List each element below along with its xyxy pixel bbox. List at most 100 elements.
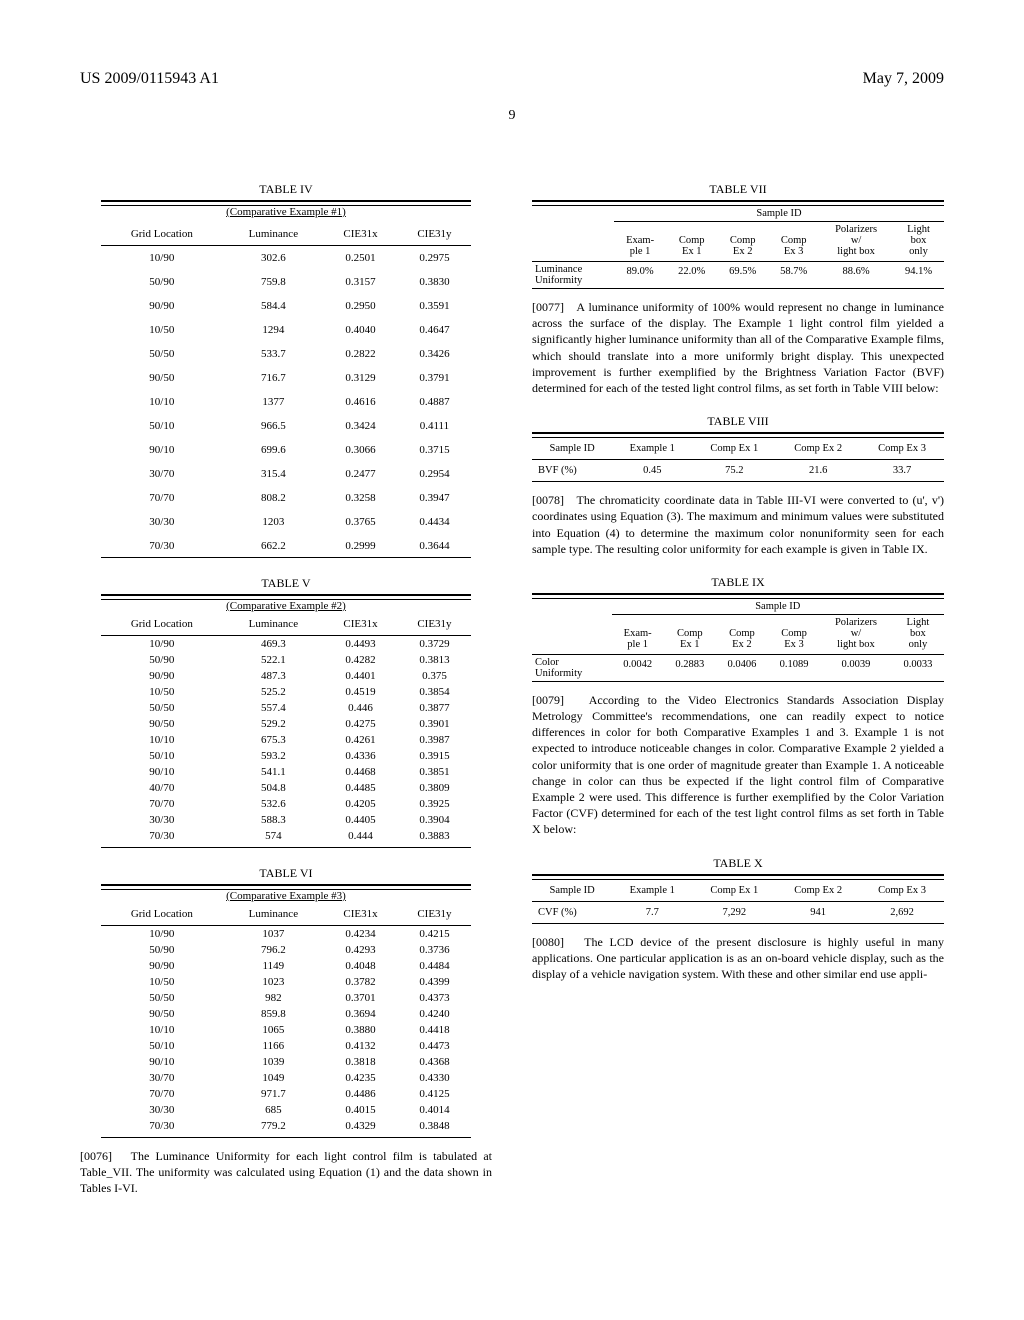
- cell: 532.6: [223, 796, 324, 812]
- pub-number: US 2009/0115943 A1: [80, 70, 219, 88]
- cell: 0.4336: [324, 748, 398, 764]
- col-header: CIE31x: [324, 616, 398, 636]
- col-header: Comp Ex 1: [692, 438, 776, 460]
- col-header: [532, 614, 612, 654]
- paragraph-76: [0076] The Luminance Uniformity for each…: [80, 1148, 492, 1197]
- cell: 0.4401: [324, 668, 398, 684]
- cell: 10/10: [101, 390, 223, 414]
- cell: 90/50: [101, 1006, 223, 1022]
- cell: 0.3701: [324, 990, 398, 1006]
- table-body: Sample IDExample 1Comp Ex 1Comp Ex 2Comp…: [532, 438, 944, 482]
- cell: 70/70: [101, 486, 223, 510]
- col-header: Lightboxonly: [892, 614, 944, 654]
- cell: 859.8: [223, 1006, 324, 1022]
- cell: 0.3782: [324, 974, 398, 990]
- cell: 10/10: [101, 1022, 223, 1038]
- cell: 982: [223, 990, 324, 1006]
- col-header: Exam-ple 1: [612, 614, 664, 654]
- cell: 557.4: [223, 700, 324, 716]
- cell: 0.3818: [324, 1054, 398, 1070]
- cell: 1166: [223, 1038, 324, 1054]
- cell: 0.2501: [324, 246, 398, 271]
- cell: 50/50: [101, 342, 223, 366]
- cell: 0.4368: [397, 1054, 471, 1070]
- cell: 0.3830: [397, 270, 471, 294]
- cell: 0.4215: [397, 926, 471, 943]
- table-vii: TABLE VII Sample IDExam-ple 1CompEx 1Com…: [532, 182, 944, 289]
- cell: 2,692: [860, 901, 944, 923]
- para-text: The chromaticity coordinate data in Tabl…: [532, 493, 944, 556]
- col-header: Luminance: [223, 906, 324, 926]
- cell: 971.7: [223, 1086, 324, 1102]
- cell: 10/50: [101, 318, 223, 342]
- col-header: CompEx 2: [716, 614, 768, 654]
- cell: 966.5: [223, 414, 324, 438]
- col-header: CompEx 1: [666, 222, 717, 262]
- cell: 0.4399: [397, 974, 471, 990]
- table-body: Grid LocationLuminanceCIE31xCIE31y10/901…: [101, 906, 472, 1138]
- cell: 0.4293: [324, 942, 398, 958]
- cell: 50/10: [101, 748, 223, 764]
- col-header: CIE31y: [397, 222, 471, 246]
- cell: 0.446: [324, 700, 398, 716]
- col-header: Polarizersw/light box: [819, 222, 893, 262]
- cell: 89.0%: [614, 262, 666, 289]
- table-title: TABLE VI: [101, 866, 472, 881]
- cell: 0.3809: [397, 780, 471, 796]
- cell: 40/70: [101, 780, 223, 796]
- col-header: Comp Ex 1: [692, 880, 776, 902]
- cell: 70/70: [101, 796, 223, 812]
- cell: 0.3947: [397, 486, 471, 510]
- cell: 0.3258: [324, 486, 398, 510]
- paragraph-80: [0080] The LCD device of the present dis…: [532, 934, 944, 983]
- cell: 0.4486: [324, 1086, 398, 1102]
- cell: 0.3854: [397, 684, 471, 700]
- cell: 10/50: [101, 974, 223, 990]
- cell: 0.4275: [324, 716, 398, 732]
- cell: 30/70: [101, 462, 223, 486]
- cell: 0.3848: [397, 1118, 471, 1138]
- cell: 662.2: [223, 534, 324, 558]
- cell: 0.4111: [397, 414, 471, 438]
- cell: 0.4261: [324, 732, 398, 748]
- cell: 90/50: [101, 366, 223, 390]
- para-number: [0076]: [80, 1149, 112, 1163]
- group-header: Sample ID: [614, 206, 944, 222]
- cell: 0.3157: [324, 270, 398, 294]
- cell: 90/90: [101, 668, 223, 684]
- cell: 1377: [223, 390, 324, 414]
- cell: 90/90: [101, 958, 223, 974]
- col-header: Luminance: [223, 222, 324, 246]
- cell: 1149: [223, 958, 324, 974]
- cell: 0.4473: [397, 1038, 471, 1054]
- cell: 0.4234: [324, 926, 398, 943]
- table-body: Grid LocationLuminanceCIE31xCIE31y10/903…: [101, 222, 472, 558]
- cell: 1023: [223, 974, 324, 990]
- table-body: Sample IDExam-ple 1CompEx 1CompEx 2CompE…: [532, 599, 944, 682]
- para-number: [0080]: [532, 935, 564, 949]
- cell: 75.2: [692, 460, 776, 482]
- cell: 30/30: [101, 812, 223, 828]
- cell: 90/90: [101, 294, 223, 318]
- cell: 50/50: [101, 990, 223, 1006]
- cell: 941: [776, 901, 860, 923]
- table-iv: TABLE IV (Comparative Example #1) Grid L…: [101, 182, 472, 558]
- cell: 0.3880: [324, 1022, 398, 1038]
- cell: 0.3915: [397, 748, 471, 764]
- table-subtitle: (Comparative Example #1): [101, 206, 472, 218]
- patent-page: US 2009/0115943 A1 May 7, 2009 9 TABLE I…: [0, 0, 1024, 1320]
- table-subtitle: (Comparative Example #3): [101, 890, 472, 902]
- cell: 315.4: [223, 462, 324, 486]
- para-number: [0077]: [532, 300, 564, 314]
- cell: 10/90: [101, 636, 223, 653]
- cell: 0.0039: [820, 654, 892, 681]
- col-header: Comp Ex 2: [776, 438, 860, 460]
- table-body: Grid LocationLuminanceCIE31xCIE31y10/904…: [101, 616, 472, 848]
- col-header: Luminance: [223, 616, 324, 636]
- cell: 779.2: [223, 1118, 324, 1138]
- table-body: Sample IDExam-ple 1CompEx 1CompEx 2CompE…: [532, 206, 944, 289]
- row-label: BVF (%): [532, 460, 612, 482]
- cell: 0.4132: [324, 1038, 398, 1054]
- two-column-layout: TABLE IV (Comparative Example #1) Grid L…: [80, 164, 944, 1207]
- cell: 759.8: [223, 270, 324, 294]
